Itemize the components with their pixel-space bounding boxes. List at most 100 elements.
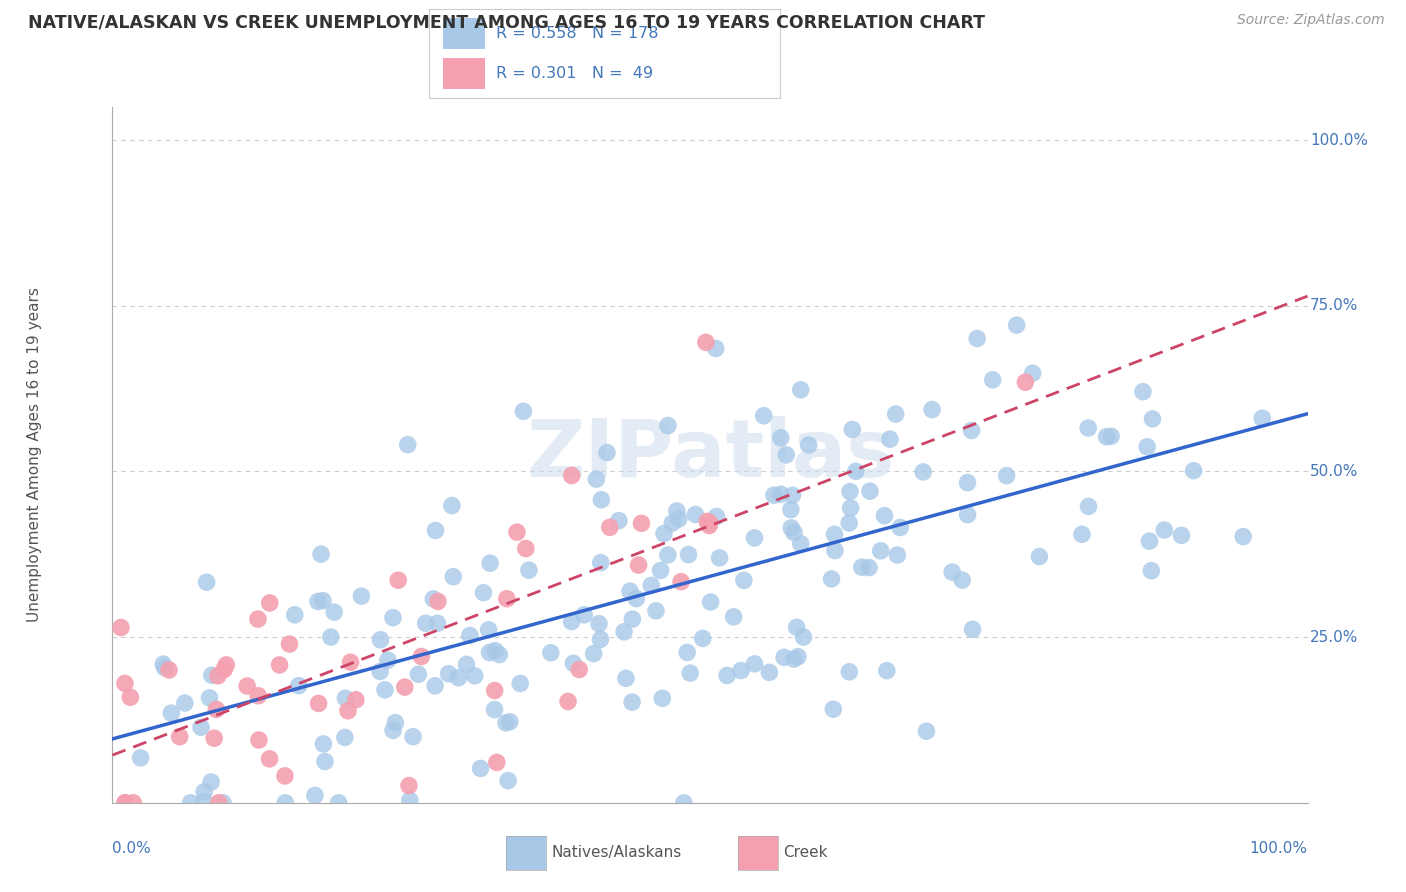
- Point: [797, 438, 820, 452]
- Point: [962, 623, 984, 637]
- Point: [858, 560, 880, 574]
- Point: [1071, 527, 1094, 541]
- Text: Source: ZipAtlas.com: Source: ZipAtlas.com: [1237, 13, 1385, 28]
- Point: [495, 715, 517, 730]
- Text: 100.0%: 100.0%: [1310, 133, 1368, 148]
- Point: [495, 591, 517, 606]
- Point: [236, 679, 259, 693]
- Point: [699, 595, 721, 609]
- Point: [114, 796, 136, 810]
- Point: [585, 472, 607, 486]
- Point: [247, 689, 270, 703]
- Point: [212, 796, 235, 810]
- Point: [425, 524, 447, 538]
- Point: [596, 445, 619, 459]
- Point: [685, 508, 707, 522]
- Point: [884, 407, 907, 421]
- Point: [350, 589, 373, 603]
- Point: [699, 516, 721, 530]
- Text: 0.0%: 0.0%: [112, 841, 152, 856]
- Point: [744, 657, 766, 671]
- Bar: [443, 18, 485, 49]
- Point: [274, 769, 297, 783]
- Point: [426, 594, 449, 608]
- Point: [779, 502, 801, 516]
- Point: [709, 550, 731, 565]
- Point: [308, 697, 330, 711]
- Point: [672, 796, 695, 810]
- Point: [328, 796, 350, 810]
- Point: [180, 796, 202, 810]
- Point: [876, 664, 898, 678]
- Point: [382, 723, 405, 738]
- Point: [782, 488, 804, 502]
- Point: [676, 645, 699, 659]
- Point: [838, 516, 860, 530]
- Point: [787, 649, 810, 664]
- Point: [269, 657, 291, 672]
- Point: [915, 724, 938, 739]
- Point: [661, 516, 683, 530]
- Point: [619, 584, 641, 599]
- Point: [382, 610, 405, 624]
- Point: [423, 679, 446, 693]
- Point: [339, 655, 361, 669]
- Point: [370, 632, 392, 647]
- Point: [540, 646, 562, 660]
- Point: [152, 657, 174, 672]
- Point: [966, 332, 988, 346]
- Point: [411, 649, 433, 664]
- Point: [484, 643, 506, 657]
- Point: [1077, 421, 1099, 435]
- Point: [744, 531, 766, 545]
- Point: [1232, 530, 1254, 544]
- Point: [912, 465, 935, 479]
- Point: [190, 720, 212, 734]
- Point: [956, 475, 979, 490]
- Text: 75.0%: 75.0%: [1310, 298, 1358, 313]
- Point: [704, 342, 727, 356]
- Point: [886, 548, 908, 562]
- Point: [426, 616, 449, 631]
- Point: [780, 521, 803, 535]
- Point: [323, 605, 346, 619]
- Point: [588, 616, 610, 631]
- Point: [652, 526, 675, 541]
- Point: [415, 616, 437, 631]
- Point: [173, 696, 195, 710]
- Point: [122, 796, 145, 810]
- Point: [259, 752, 281, 766]
- Point: [762, 488, 785, 502]
- Point: [668, 512, 690, 526]
- Point: [215, 657, 238, 672]
- Point: [769, 487, 792, 501]
- Point: [651, 691, 673, 706]
- Point: [201, 668, 224, 682]
- Point: [1014, 375, 1036, 389]
- Point: [517, 563, 540, 577]
- Point: [769, 431, 792, 445]
- Point: [387, 573, 409, 587]
- Point: [512, 404, 534, 418]
- Point: [696, 515, 718, 529]
- Point: [202, 731, 225, 746]
- Point: [396, 438, 419, 452]
- Point: [697, 518, 720, 533]
- Point: [790, 537, 813, 551]
- Point: [1005, 318, 1028, 332]
- Point: [995, 468, 1018, 483]
- Point: [208, 796, 231, 810]
- Point: [319, 630, 342, 644]
- Point: [650, 564, 672, 578]
- Point: [205, 702, 228, 716]
- Text: R = 0.558   N = 178: R = 0.558 N = 178: [496, 26, 658, 41]
- Point: [706, 509, 728, 524]
- Point: [599, 520, 621, 534]
- Point: [114, 676, 136, 690]
- Point: [198, 690, 221, 705]
- Bar: [443, 58, 485, 89]
- Point: [786, 620, 808, 634]
- Point: [515, 541, 537, 556]
- Point: [773, 650, 796, 665]
- Text: Natives/Alaskans: Natives/Alaskans: [551, 846, 682, 860]
